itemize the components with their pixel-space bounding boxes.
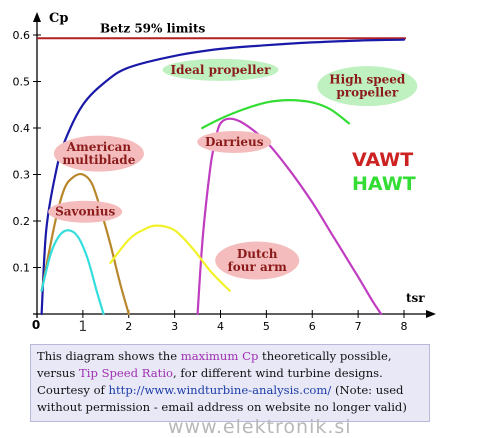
caption-text: Courtesy of bbox=[37, 383, 109, 397]
caption-line-2: versus Tip Speed Ratio, for different wi… bbox=[37, 365, 429, 382]
caption-line-1: This diagram shows the maximum Cp theore… bbox=[37, 348, 429, 365]
cp-tsr-chart: 0.1 0.2 0.3 0.4 0.5 0.6 1 2 3 4 5 6 7 8 0 Cp tsr Betz 59… bbox=[13, 11, 436, 335]
label-bubble-darrieus bbox=[197, 130, 272, 153]
y-axis-arrow bbox=[33, 12, 41, 22]
curve-label-high-speed-propeller: High speed bbox=[329, 73, 406, 87]
x-tick-label: 8 bbox=[401, 320, 408, 333]
y-axis-label: Cp bbox=[49, 11, 68, 26]
y-tick-label: 0.6 bbox=[13, 29, 31, 42]
caption-text: This diagram shows the bbox=[37, 349, 181, 363]
curve-label-dutch-four-arm: Dutch bbox=[237, 247, 278, 261]
y-tick-label: 0.1 bbox=[13, 262, 31, 275]
x-tick-label: 4 bbox=[217, 320, 224, 333]
x-tick-label: 6 bbox=[309, 320, 316, 333]
curves: Betz 59% limits bbox=[37, 21, 406, 316]
y-tick-label: 0.4 bbox=[13, 122, 31, 135]
axes: 0.1 0.2 0.3 0.4 0.5 0.6 1 2 3 4 5 6 7 8 0 Cp tsr bbox=[13, 11, 436, 335]
caption-highlight-tsr: Tip Speed Ratio bbox=[79, 366, 174, 380]
label-bubble-high-speed-propeller bbox=[317, 66, 418, 107]
caption-highlight-cp: maximum Cp bbox=[180, 349, 259, 363]
caption-text: (Note: used bbox=[331, 383, 404, 397]
caption-text: theoretically possible, bbox=[258, 349, 392, 363]
y-tick-label: 0.2 bbox=[13, 215, 31, 228]
x-tick-label: 2 bbox=[125, 320, 132, 333]
caption-text: , for different wind turbine designs. bbox=[173, 366, 383, 380]
betz-limit-label: Betz 59% limits bbox=[100, 21, 206, 35]
label-bubble-savonius bbox=[48, 200, 123, 223]
x-axis-label: tsr bbox=[406, 291, 425, 305]
x-axis-arrow bbox=[426, 310, 436, 318]
curve-label-american-multiblade: multiblade bbox=[63, 153, 136, 167]
series-line-high-speed-propeller bbox=[201, 98, 350, 130]
origin-label: 0 bbox=[32, 318, 40, 332]
curve-label-high-speed-propeller: propeller bbox=[336, 86, 398, 100]
caption-line-3: Courtesy of http://www.windturbine-analy… bbox=[37, 382, 429, 399]
x-tick-label: 7 bbox=[355, 320, 362, 333]
curve-label-dutch-four-arm: four arm bbox=[228, 260, 287, 274]
series-line-dutch-four-arm bbox=[109, 224, 231, 292]
type-legend-hawt: HAWT bbox=[352, 173, 416, 195]
caption-text: without permission - email address on we… bbox=[37, 400, 407, 414]
curve-label-darrieus: Darrieus bbox=[205, 135, 264, 149]
label-bubble-ideal-propeller bbox=[162, 58, 279, 81]
caption-link[interactable]: http://www.windturbine-analysis.com/ bbox=[108, 383, 332, 397]
x-tick-label: 3 bbox=[171, 320, 178, 333]
y-tick-label: 0.5 bbox=[13, 76, 31, 89]
series-line-savonius bbox=[40, 229, 105, 316]
series-line-ideal-propeller bbox=[40, 38, 406, 316]
caption-text: versus bbox=[37, 366, 80, 380]
x-tick-label: 1 bbox=[78, 319, 87, 335]
series-line-darrieus bbox=[196, 117, 383, 316]
curve-label-ideal-propeller: Ideal propeller bbox=[171, 63, 272, 77]
label-bubble-american-multiblade bbox=[53, 135, 144, 172]
y-tick-label: 0.3 bbox=[13, 169, 31, 182]
curve-label-savonius: Savonius bbox=[55, 205, 115, 219]
label-bubble-dutch-four-arm bbox=[215, 241, 300, 280]
watermark: www.elektronik.si bbox=[168, 416, 352, 438]
x-tick-label: 5 bbox=[263, 320, 270, 333]
caption-box: This diagram shows the maximum Cp theore… bbox=[30, 344, 430, 422]
type-legend-vawt: VAWT bbox=[352, 149, 413, 171]
caption-line-4: without permission - email address on we… bbox=[37, 399, 429, 416]
curve-label-american-multiblade: American bbox=[66, 140, 132, 154]
